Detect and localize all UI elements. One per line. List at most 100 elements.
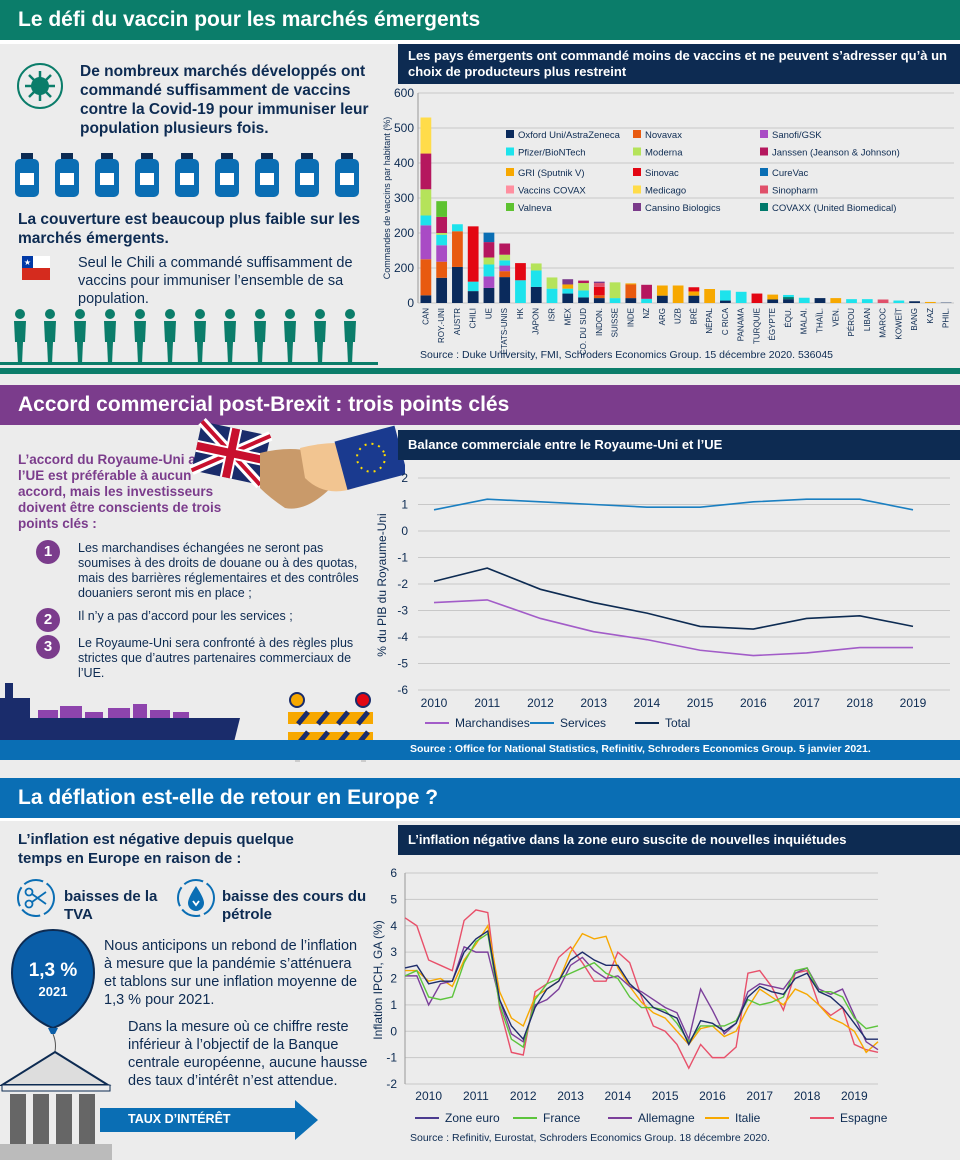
- person-silhouette-icon: [284, 309, 296, 364]
- vaccine-vial-icon: [55, 153, 79, 197]
- bar-segment: [420, 189, 432, 216]
- legend-label: Medicago: [645, 186, 686, 197]
- person-silhouette-icon: [104, 309, 116, 364]
- bar-segment: [562, 279, 574, 285]
- people-silhouettes: [0, 308, 375, 364]
- y-tick-label: 4: [390, 919, 397, 933]
- chile-flag-icon: ★: [22, 256, 50, 280]
- bar-segment: [783, 294, 794, 298]
- legend-label: Janssen (Jeanson & Johnson): [772, 148, 900, 159]
- y-tick-label: 2: [390, 972, 397, 986]
- x-tick-label: HK: [516, 307, 525, 319]
- x-tick-label: PANAMA: [737, 307, 746, 341]
- key-point-text: Il n’y a pas d’accord pour les services …: [78, 609, 293, 623]
- y-tick-label: 1: [401, 498, 408, 512]
- divider: [0, 818, 960, 821]
- section-vaccine-header: Le défi du vaccin pour les marchés émerg…: [0, 0, 960, 40]
- reason-oil-text: baisse des cours du pétrole: [222, 888, 367, 923]
- bar-segment: [562, 288, 574, 294]
- y-tick-label: -1: [397, 551, 408, 565]
- vaccine-vial-icon: [95, 153, 119, 197]
- bar-segment: [609, 298, 621, 303]
- x-tick-label: 2019: [841, 1089, 868, 1103]
- x-tick-label: 2016: [740, 696, 767, 710]
- legend-swatch: [506, 203, 514, 211]
- x-tick-label: 2013: [580, 696, 607, 710]
- y-tick-label: 3: [390, 945, 397, 959]
- vaccine-vial-icon: [15, 153, 39, 197]
- x-tick-label: 2012: [510, 1089, 537, 1103]
- bar-segment: [420, 117, 432, 154]
- legend-label: GRI (Sputnik V): [518, 168, 585, 179]
- svg-text:★: ★: [24, 258, 31, 267]
- vaccine-chart-title: Les pays émergents ont commandé moins de…: [398, 44, 960, 84]
- bar-segment: [530, 286, 542, 303]
- y-tick-label: 400: [394, 156, 414, 170]
- bar-segment: [672, 285, 684, 303]
- source-band: [0, 740, 960, 760]
- y-tick-label: 300: [394, 191, 414, 205]
- x-tick-label: PHIL.: [942, 308, 951, 328]
- bar-segment: [467, 291, 479, 303]
- bar-segment: [735, 291, 747, 303]
- legend-swatch: [506, 130, 514, 138]
- series-line-marchandises: [433, 599, 913, 657]
- x-tick-label: CO. DU SUD: [579, 308, 588, 355]
- bar-segment: [720, 290, 731, 301]
- bar-segment: [436, 245, 448, 262]
- bar-segment: [436, 216, 448, 233]
- rates-outlook-text: Dans la mesure où ce chiffre reste infér…: [128, 1019, 368, 1089]
- y-tick-label: 6: [390, 866, 397, 880]
- y-axis-label: Commandes de vaccins par habitant (%): [382, 117, 392, 280]
- x-tick-label: ÉTATS-UNIS: [500, 308, 509, 354]
- legend-swatch: [760, 130, 768, 138]
- chile-text: Seul le Chili a commandé suffisamment de…: [78, 255, 353, 307]
- bar-segment: [720, 300, 731, 303]
- bar-segment: [578, 290, 589, 298]
- bar-segment: [420, 259, 432, 296]
- vaccine-vial-icon: [135, 153, 159, 197]
- x-tick-label: 2011: [463, 1089, 489, 1103]
- bar-segment: [877, 299, 889, 303]
- person-silhouette-icon: [344, 309, 356, 364]
- x-tick-label: MEX: [563, 307, 572, 325]
- key-point-text: Le Royaume-Uni sera confronté à des règl…: [78, 636, 354, 680]
- point-number-badge: 1: [36, 540, 60, 564]
- x-tick-label: ÉGYPTE: [768, 308, 777, 340]
- x-tick-label: INDE: [626, 308, 635, 327]
- series-line-total: [433, 567, 914, 630]
- x-tick-label: NZ: [642, 308, 651, 319]
- x-tick-label: AUSTR: [453, 308, 462, 335]
- deflation-intro-text: L’inflation est négative depuis quelque …: [18, 831, 294, 867]
- x-tick-label: CAN: [421, 308, 430, 325]
- bar-segment: [436, 233, 448, 235]
- x-tick-label: 2018: [794, 1089, 821, 1103]
- bar-segment: [436, 261, 448, 278]
- inflation-chart-title: L’inflation négative dans la zone euro s…: [398, 825, 960, 855]
- legend-swatch: [506, 185, 514, 194]
- virus-icon: [17, 63, 63, 109]
- x-tick-label: UZB: [674, 308, 683, 324]
- legend-label: Pfizer/BioNTech: [518, 148, 586, 159]
- x-tick-label: JAPON: [532, 308, 541, 335]
- legend-label: Zone euro: [445, 1111, 500, 1125]
- x-tick-label: INDON.: [595, 308, 604, 336]
- y-tick-label: -3: [397, 604, 408, 618]
- x-tick-label: 2010: [421, 696, 448, 710]
- legend-label: Sinovac: [645, 168, 679, 179]
- bar-segment: [578, 283, 589, 291]
- vaccine-vial-icon: [295, 153, 319, 197]
- y-tick-label: 500: [394, 121, 414, 135]
- legend-swatch: [506, 147, 514, 156]
- x-tick-label: 2017: [746, 1089, 773, 1103]
- x-tick-label: KOWEÏT: [894, 308, 903, 340]
- y-tick-label: -1: [386, 1051, 397, 1065]
- interest-rate-label: TAUX D’INTÉRÊT: [128, 1112, 231, 1126]
- section-deflation-header: La déflation est-elle de retour en Europ…: [0, 778, 960, 818]
- vaccine-vial-icon: [335, 153, 359, 197]
- section-title: La déflation est-elle de retour en Europ…: [18, 786, 439, 809]
- person-silhouette-icon: [314, 309, 326, 364]
- x-tick-label: ROY.-UNI: [437, 308, 446, 343]
- ground-line: [0, 362, 378, 365]
- interest-rate-arrow: [100, 1100, 318, 1140]
